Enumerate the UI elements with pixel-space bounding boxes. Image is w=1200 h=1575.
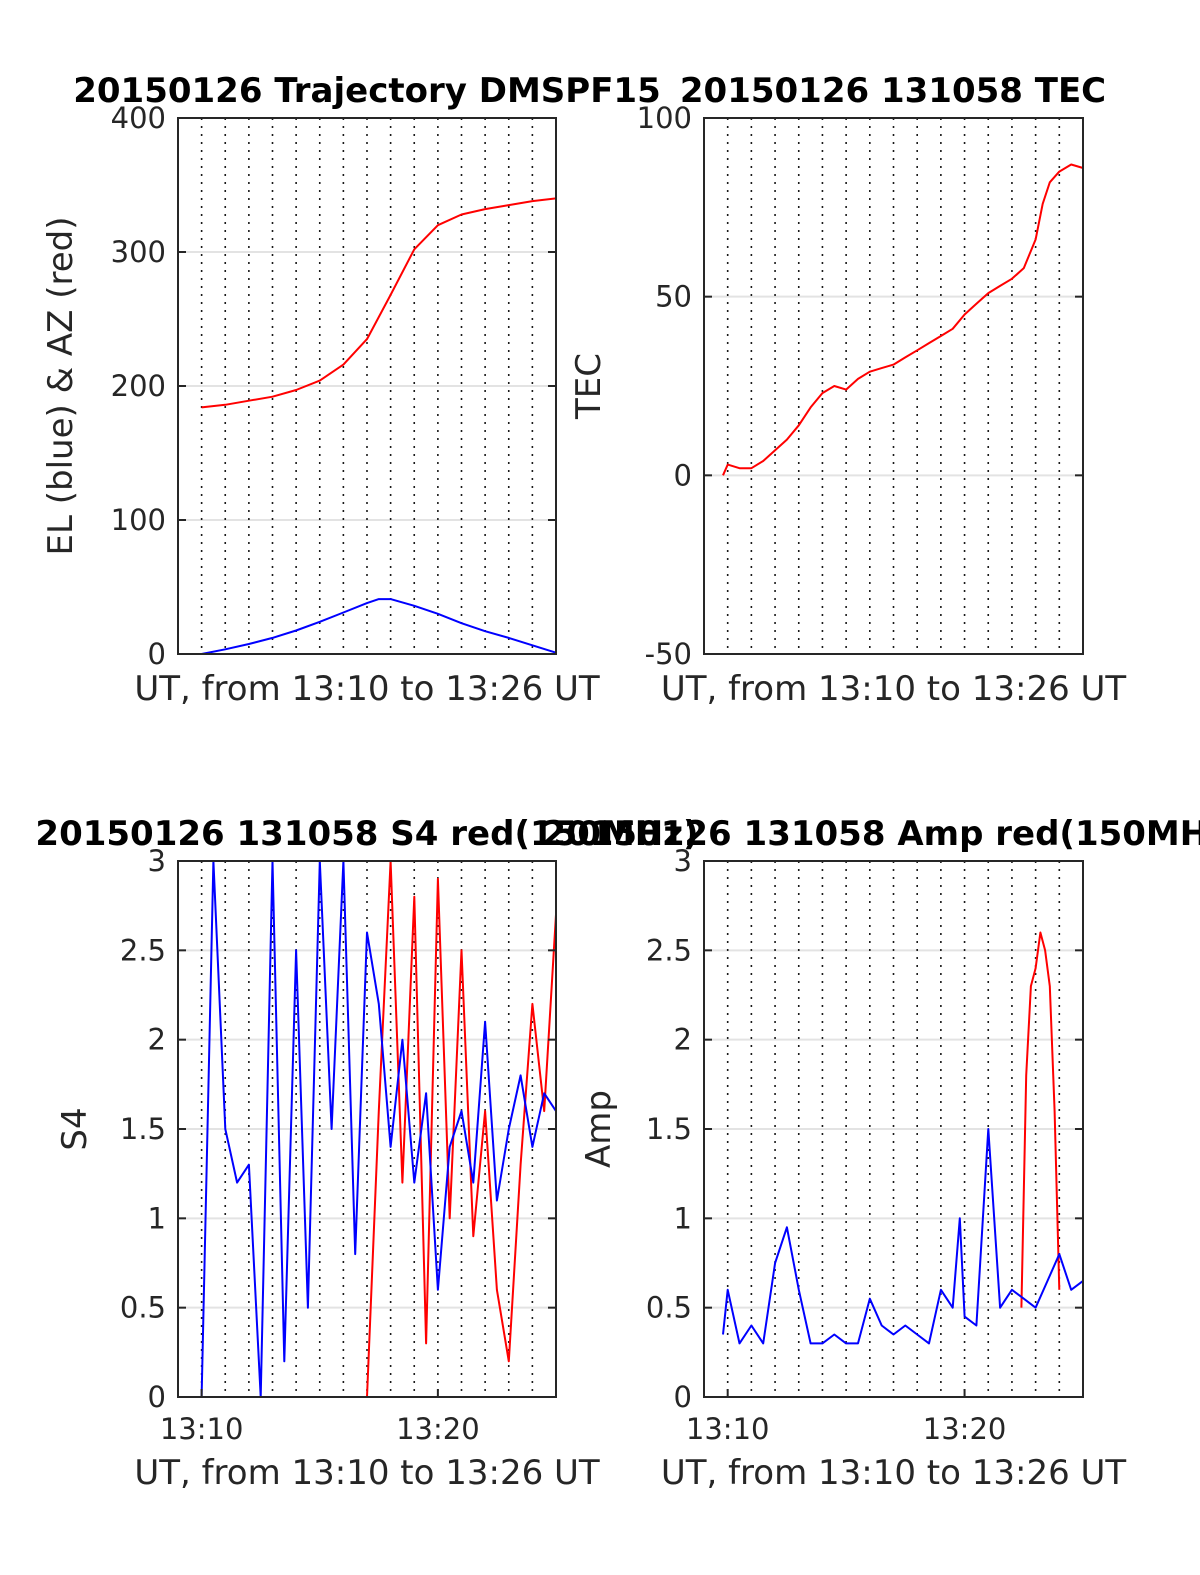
y-axis-label: Amp — [579, 1090, 619, 1168]
y-tick-label: 0.5 — [646, 1291, 692, 1325]
y-tick-label: 3 — [674, 844, 692, 878]
y-tick-label: 0 — [674, 458, 692, 492]
y-tick-label: 100 — [111, 503, 166, 537]
y-tick-label: 2.5 — [646, 933, 692, 967]
y-tick-label: 50 — [655, 280, 692, 314]
y-tick-label: 3 — [148, 844, 166, 878]
x-axis-label: UT, from 13:10 to 13:26 UT — [134, 1453, 600, 1493]
x-tick-label: 13:20 — [396, 1412, 480, 1446]
y-tick-label: 1 — [148, 1201, 166, 1235]
y-tick-label: 0.5 — [120, 1291, 166, 1325]
chart-title: 20150126 131058 TEC — [680, 71, 1106, 111]
y-axis-label: S4 — [55, 1107, 95, 1150]
series-line-2 — [201, 598, 557, 655]
series-line-1 — [201, 197, 557, 409]
axes-frame — [703, 117, 1084, 655]
chart-title: 20150126 Trajectory DMSPF15 — [73, 71, 661, 111]
subplot-3: 0 0.5 1 1.5 2 2.5 3 13:10 13:20 20150126 131058 S… — [35, 814, 698, 1493]
y-tick-label: 1.5 — [120, 1112, 166, 1146]
y-tick-label: 1.5 — [646, 1112, 692, 1146]
y-tick-label: 200 — [111, 369, 166, 403]
y-tick-label: 300 — [111, 235, 166, 269]
series-line-1 — [722, 163, 1084, 476]
x-tick-label: 13:10 — [686, 1412, 770, 1446]
y-axis-label: EL (blue) & AZ (red) — [41, 216, 81, 555]
y-axis-label: TEC — [569, 353, 609, 420]
subplot-4: 0 0.5 1 1.5 2 2.5 3 13:10 13:20 20150126 131058 A… — [542, 814, 1200, 1493]
x-axis-label: UT, from 13:10 to 13:26 UT — [661, 1453, 1127, 1493]
y-tick-label: -50 — [645, 637, 692, 671]
y-tick-label: 0 — [674, 1380, 692, 1414]
y-tick-label: 2 — [148, 1023, 166, 1057]
chart-title: 20150126 131058 Amp red(150MHz) — [542, 814, 1200, 854]
x-axis-label: UT, from 13:10 to 13:26 UT — [661, 669, 1127, 709]
y-tick-label: 100 — [637, 101, 692, 135]
chart-title: 20150126 131058 S4 red(150MHz) — [35, 814, 698, 854]
series-line-1 — [1020, 931, 1061, 1308]
x-axis-label: UT, from 13:10 to 13:26 UT — [134, 669, 600, 709]
x-tick-label: 13:20 — [923, 1412, 1007, 1446]
y-tick-label: 0 — [148, 637, 166, 671]
y-tick-label: 1 — [674, 1201, 692, 1235]
y-tick-label: 2 — [674, 1023, 692, 1057]
y-tick-label: 0 — [148, 1380, 166, 1414]
x-tick-label: 13:10 — [160, 1412, 244, 1446]
y-tick-label: 400 — [111, 101, 166, 135]
series-line-2 — [722, 1128, 1084, 1345]
y-tick-label: 2.5 — [120, 933, 166, 967]
